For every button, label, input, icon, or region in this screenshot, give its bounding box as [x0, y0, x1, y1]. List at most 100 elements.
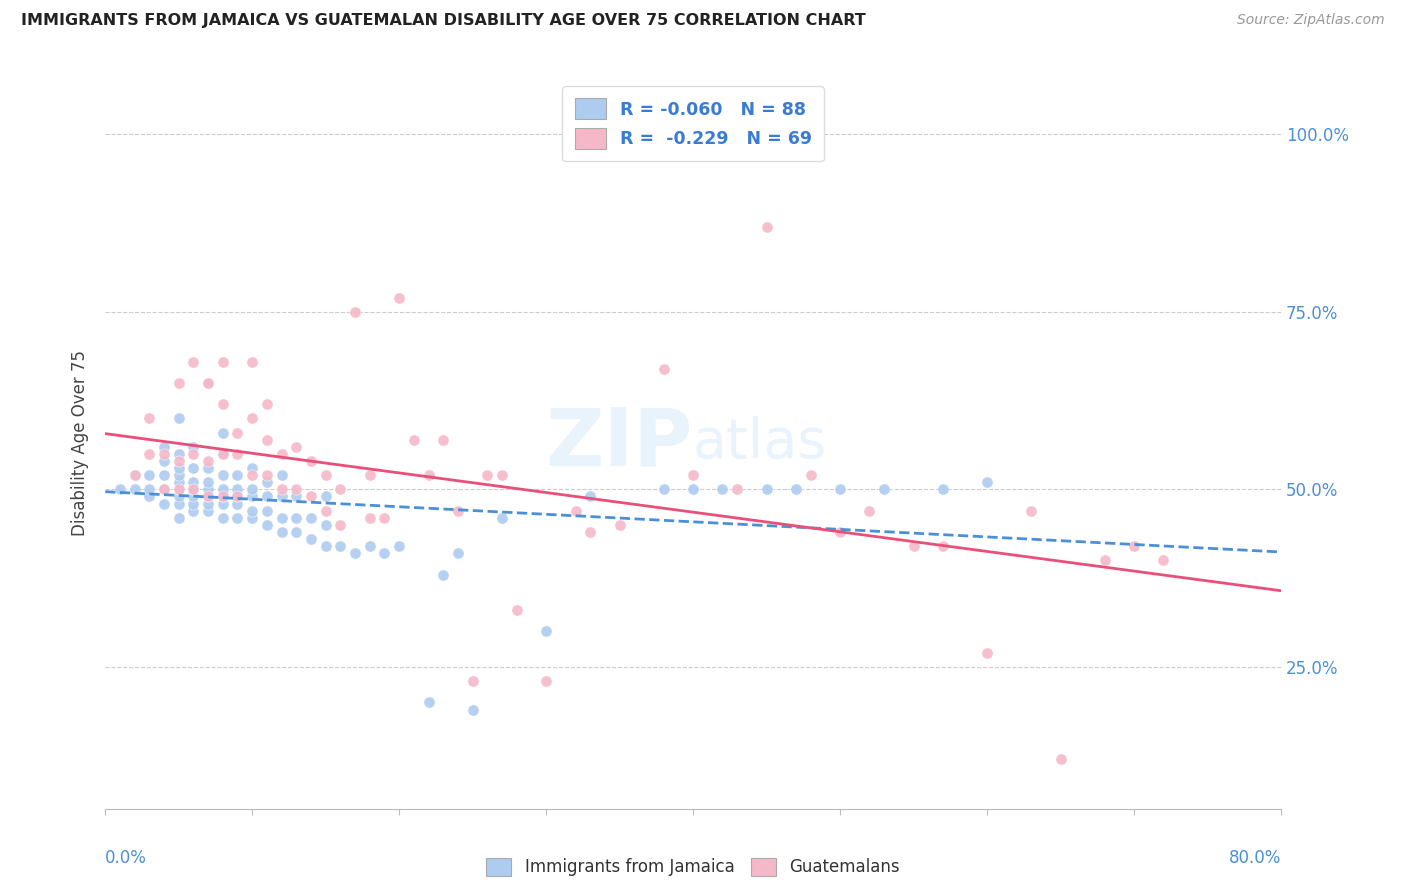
Point	[344, 546, 367, 560]
Point	[240, 411, 263, 425]
Point	[652, 483, 675, 497]
Point	[299, 454, 322, 468]
Point	[167, 468, 190, 483]
Text: 80.0%: 80.0%	[1229, 849, 1281, 867]
Point	[976, 475, 998, 490]
Point	[285, 510, 308, 524]
Point	[240, 504, 263, 518]
Point	[344, 305, 367, 319]
Point	[211, 354, 233, 368]
Point	[211, 497, 233, 511]
Point	[270, 524, 292, 539]
Point	[373, 546, 395, 560]
Point	[682, 483, 704, 497]
Point	[183, 490, 205, 504]
Point	[418, 468, 440, 483]
Point	[183, 483, 205, 497]
Text: IMMIGRANTS FROM JAMAICA VS GUATEMALAN DISABILITY AGE OVER 75 CORRELATION CHART: IMMIGRANTS FROM JAMAICA VS GUATEMALAN DI…	[21, 13, 866, 29]
Point	[226, 497, 249, 511]
Point	[240, 510, 263, 524]
Point	[447, 546, 470, 560]
Point	[108, 483, 131, 497]
Point	[359, 539, 381, 553]
Point	[725, 483, 748, 497]
Point	[226, 510, 249, 524]
Point	[183, 354, 205, 368]
Legend: Immigrants from Jamaica, Guatemalans: Immigrants from Jamaica, Guatemalans	[478, 849, 908, 885]
Point	[329, 539, 352, 553]
Point	[240, 354, 263, 368]
Point	[828, 524, 851, 539]
Point	[579, 490, 602, 504]
Point	[285, 440, 308, 454]
Point	[373, 510, 395, 524]
Point	[491, 468, 513, 483]
Point	[315, 468, 337, 483]
Point	[256, 468, 278, 483]
Point	[270, 447, 292, 461]
Point	[183, 440, 205, 454]
Point	[240, 461, 263, 475]
Point	[256, 433, 278, 447]
Point	[153, 468, 176, 483]
Point	[153, 447, 176, 461]
Point	[402, 433, 425, 447]
Point	[388, 291, 411, 305]
Point	[828, 483, 851, 497]
Point	[491, 510, 513, 524]
Point	[167, 483, 190, 497]
Text: atlas: atlas	[693, 417, 828, 470]
Point	[197, 454, 219, 468]
Point	[197, 376, 219, 390]
Point	[167, 376, 190, 390]
Point	[226, 490, 249, 504]
Point	[226, 490, 249, 504]
Point	[167, 483, 190, 497]
Point	[506, 603, 529, 617]
Point	[432, 433, 454, 447]
Point	[167, 454, 190, 468]
Point	[315, 539, 337, 553]
Point	[167, 497, 190, 511]
Point	[1152, 553, 1174, 567]
Point	[652, 361, 675, 376]
Point	[153, 497, 176, 511]
Point	[329, 517, 352, 532]
Point	[197, 490, 219, 504]
Point	[240, 483, 263, 497]
Point	[124, 483, 146, 497]
Point	[211, 490, 233, 504]
Point	[138, 447, 160, 461]
Point	[211, 483, 233, 497]
Point	[138, 483, 160, 497]
Point	[197, 461, 219, 475]
Point	[359, 510, 381, 524]
Point	[138, 411, 160, 425]
Point	[285, 483, 308, 497]
Point	[256, 517, 278, 532]
Point	[359, 468, 381, 483]
Point	[153, 440, 176, 454]
Point	[932, 483, 955, 497]
Point	[153, 483, 176, 497]
Point	[315, 490, 337, 504]
Point	[1123, 539, 1146, 553]
Point	[270, 468, 292, 483]
Point	[315, 517, 337, 532]
Point	[167, 475, 190, 490]
Text: Source: ZipAtlas.com: Source: ZipAtlas.com	[1237, 13, 1385, 28]
Point	[755, 219, 778, 234]
Point	[270, 483, 292, 497]
Point	[477, 468, 499, 483]
Point	[124, 468, 146, 483]
Point	[447, 504, 470, 518]
Point	[285, 524, 308, 539]
Point	[197, 504, 219, 518]
Point	[183, 475, 205, 490]
Point	[240, 468, 263, 483]
Point	[682, 468, 704, 483]
Point	[534, 624, 557, 639]
Point	[124, 468, 146, 483]
Y-axis label: Disability Age Over 75: Disability Age Over 75	[72, 351, 89, 536]
Point	[270, 510, 292, 524]
